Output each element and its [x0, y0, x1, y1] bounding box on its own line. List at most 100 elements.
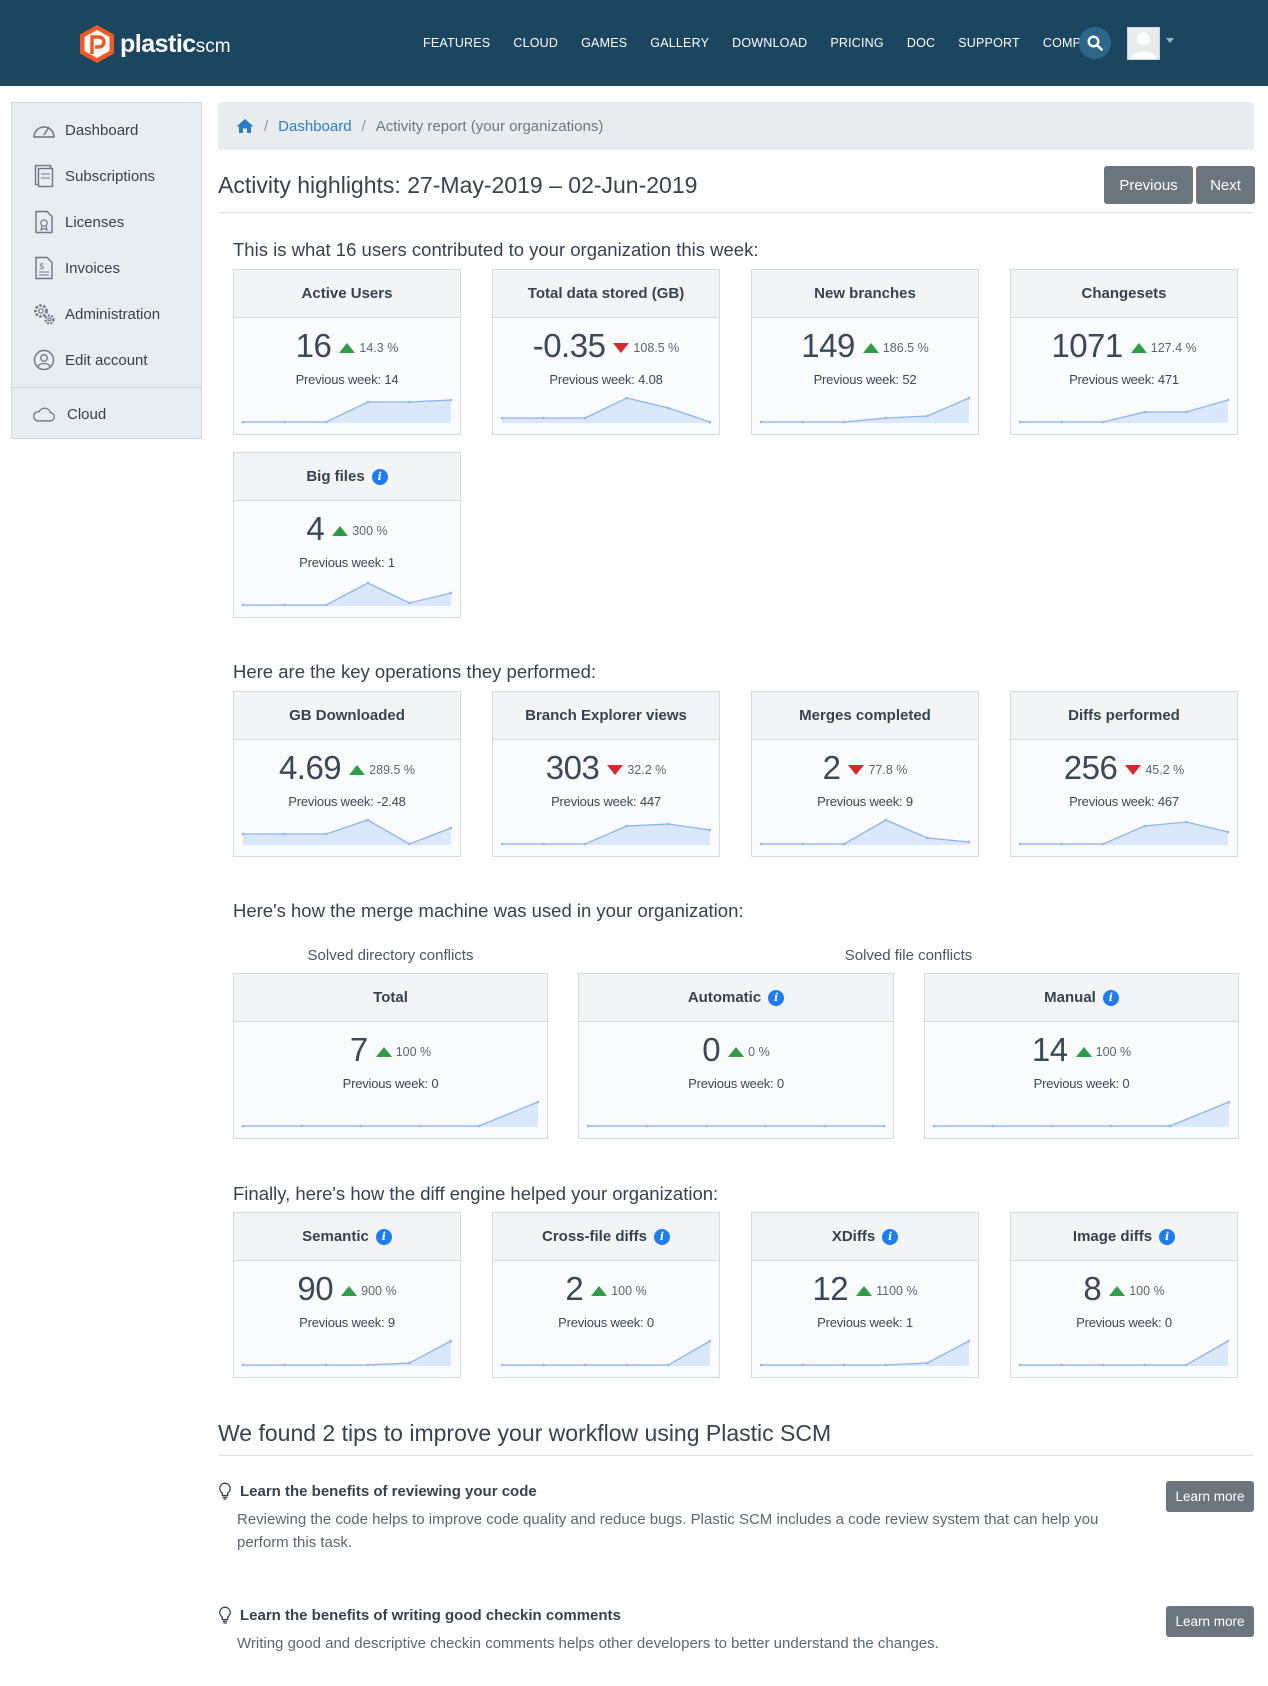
user-avatar[interactable] [1127, 27, 1160, 60]
home-icon[interactable] [236, 118, 254, 134]
info-icon[interactable]: i [371, 468, 388, 485]
card-title-text: Diffs performed [1068, 707, 1180, 724]
sparkline-line [243, 819, 452, 845]
nav-gallery[interactable]: GALLERY [650, 36, 710, 50]
sparkline-point [1226, 830, 1229, 834]
previous-button[interactable]: Previous [1104, 166, 1193, 204]
sparkline-point [1101, 420, 1105, 424]
sidebar-item-licenses[interactable]: Licenses [12, 199, 201, 245]
sparkline-line [502, 823, 711, 845]
card-body: 14 100 % Previous week: 0 [925, 1022, 1238, 1138]
info-icon[interactable]: i [1102, 989, 1119, 1006]
sparkline-point [1185, 1363, 1188, 1367]
sparkline-point [583, 1363, 587, 1367]
card-title: Semantic i [234, 1213, 460, 1261]
tip-2-learn-more-button[interactable]: Learn more [1166, 1606, 1254, 1637]
sparkline-area [502, 398, 710, 423]
metric-previous-week: Previous week: 1 [299, 555, 395, 570]
sparkline-point [1185, 410, 1188, 414]
nav-doc[interactable]: DOC [906, 36, 936, 50]
sparkline-chart [242, 1100, 539, 1128]
license-icon [32, 210, 56, 234]
metric-value: 16 [295, 327, 332, 364]
sidebar-item-edit-account[interactable]: Edit account [12, 337, 201, 383]
card-diffs-performed: Diffs performed 256 45.2 % Previous week: 4… [1010, 691, 1238, 857]
sidebar-item-cloud[interactable]: Cloud [12, 391, 201, 437]
trend-up-icon [862, 343, 879, 353]
sparkline-chart [242, 818, 452, 846]
sparkline-point [708, 828, 711, 832]
sparkline-point [501, 1363, 504, 1367]
sparkline-point [1226, 398, 1229, 402]
metric-value: 8 [1083, 1270, 1102, 1307]
sparkline-point [583, 416, 587, 420]
nav-cloud[interactable]: CLOUD [513, 36, 559, 50]
sparkline-point [449, 826, 452, 830]
info-icon[interactable]: i [768, 989, 785, 1006]
metric-value: 14 [1031, 1031, 1068, 1068]
sidebar-item-invoices[interactable]: $ Invoices [12, 245, 201, 291]
card-title: Manual i [925, 974, 1238, 1022]
card-title-text: Merges completed [799, 707, 931, 724]
tip-1-title-text: Learn the benefits of reviewing your cod… [240, 1482, 537, 1500]
sidebar-item-subscriptions[interactable]: Subscriptions [12, 153, 201, 199]
card-body: 4.69 289.5 % Previous week: -2.48 [234, 740, 460, 856]
nav-support[interactable]: SUPPORT [958, 36, 1020, 50]
logo-text-bold: plastic [120, 29, 196, 58]
sparkline-point [1019, 420, 1022, 424]
sidebar: Dashboard Subscriptions Licenses $ Invoi… [11, 102, 202, 439]
card-body: 2 100 % Previous week: 0 [493, 1261, 719, 1377]
sidebar-item-administration[interactable]: Administration [12, 291, 201, 337]
trend-down-icon [613, 343, 630, 353]
metric-percent: 100 % [395, 1045, 432, 1059]
card-title: Branch Explorer views [493, 692, 719, 740]
sparkline-point [1101, 842, 1105, 846]
card-new-branches: New branches 149 186.5 % Previous week: 52 [751, 269, 979, 435]
title-divider [218, 212, 1254, 213]
metric-previous-week: Previous week: 14 [295, 372, 399, 387]
metric-value: 0 [702, 1031, 721, 1068]
nav-download[interactable]: DOWNLOAD [732, 36, 808, 50]
sparkline-area [243, 400, 451, 423]
sparkline-point [542, 1363, 545, 1367]
sparkline-chart [242, 1339, 452, 1367]
plasticscm-logo[interactable]: plasticscm [78, 24, 231, 64]
nav-pricing[interactable]: PRICING [830, 36, 884, 50]
user-menu-caret-icon[interactable] [1166, 38, 1174, 43]
sparkline-point [842, 420, 846, 424]
info-icon[interactable]: i [654, 1228, 670, 1245]
logo-text-light: scm [195, 35, 231, 57]
sparkline-chart [501, 396, 711, 424]
sparkline-point [991, 1124, 995, 1128]
info-icon[interactable]: i [375, 1228, 392, 1245]
card-body: 0 0 % Previous week: 0 [579, 1022, 893, 1138]
trend-up-icon [1130, 343, 1147, 353]
info-icon[interactable]: i [882, 1228, 899, 1245]
card-body: 149 186.5 % Previous week: 52 [752, 318, 978, 434]
sparkline-point [1168, 1124, 1172, 1128]
sparkline-point [242, 1363, 245, 1367]
trend-up-icon [1075, 1047, 1092, 1057]
sparkline-point [587, 1124, 590, 1128]
info-icon[interactable]: i [1159, 1228, 1176, 1245]
sparkline-point [1019, 1363, 1022, 1367]
metric-value: -0.35 [532, 327, 606, 364]
sidebar-item-dashboard[interactable]: Dashboard [12, 107, 201, 153]
tip-1-learn-more-button[interactable]: Learn more [1166, 1481, 1254, 1512]
sparkline-line [1020, 399, 1229, 423]
metric-percent: 14.3 % [359, 341, 399, 355]
sparkline-point [933, 1124, 936, 1128]
nav-games[interactable]: GAMES [581, 36, 628, 50]
sparkline-point [1109, 1124, 1113, 1128]
nav-features[interactable]: FEATURES [423, 36, 491, 50]
breadcrumb-dashboard-link[interactable]: Dashboard [278, 117, 352, 135]
main-nav: FEATURES CLOUD GAMES GALLERY DOWNLOAD PR… [423, 0, 1130, 86]
search-button[interactable] [1079, 27, 1111, 59]
sparkline-line [243, 1101, 539, 1127]
sparkline-point [1143, 410, 1147, 414]
next-button[interactable]: Next [1196, 166, 1255, 204]
card-title: New branches [752, 270, 978, 318]
sparkline-point [1060, 842, 1063, 846]
card-big-files: Big files i 4 300 % Previous week: 1 [233, 452, 461, 618]
card-title-text: Total [373, 989, 408, 1006]
